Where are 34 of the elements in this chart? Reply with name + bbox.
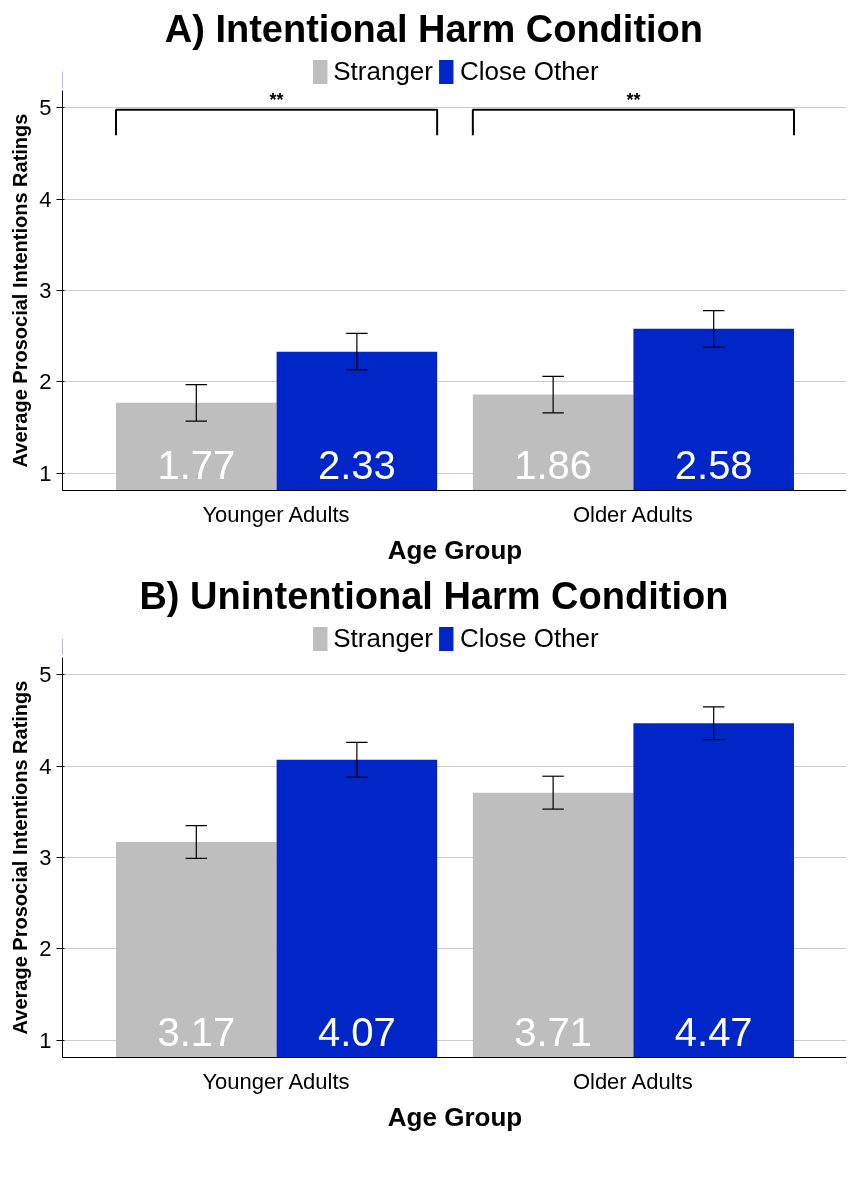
x-tick-label: Younger Adults <box>202 1068 350 1094</box>
chart-title: B) Unintentional Harm Condition <box>139 574 729 617</box>
data-label: 1.77 <box>157 442 236 487</box>
data-label: 2.58 <box>674 442 753 487</box>
y-tick-label: 2 <box>39 936 52 962</box>
x-axis-title: Age Group <box>387 1101 523 1132</box>
annotation: ** <box>626 89 641 110</box>
y-tick-label: 3 <box>39 845 52 870</box>
y-axis-title: Average Prosocial Intentions Ratings <box>9 113 32 468</box>
y-tick-label: 3 <box>39 278 52 303</box>
chart-title: A) Intentional Harm Condition <box>164 7 704 50</box>
legend-label: Close Other <box>460 55 599 87</box>
legend-label: Stranger <box>333 55 433 87</box>
data-label: 3.71 <box>514 1009 593 1054</box>
legend-label: Close Other <box>460 622 599 654</box>
y-tick-label: 4 <box>39 753 52 779</box>
data-label: 3.17 <box>157 1009 236 1054</box>
y-tick-label: 1 <box>39 1027 52 1053</box>
y-tick-label: 5 <box>39 95 52 121</box>
data-label: 4.47 <box>674 1009 753 1054</box>
y-tick-label: 1 <box>39 460 52 486</box>
legend-label: Stranger <box>333 622 433 654</box>
x-tick-label: Older Adults <box>572 501 693 527</box>
y-tick-label: 5 <box>39 662 52 688</box>
data-label: 4.07 <box>317 1009 396 1054</box>
x-tick-label: Younger Adults <box>202 501 350 527</box>
annotation: ** <box>269 89 284 110</box>
x-tick-label: Older Adults <box>572 1068 693 1094</box>
x-axis-title: Age Group <box>387 534 523 565</box>
data-label: 1.86 <box>514 442 593 487</box>
y-axis-title: Average Prosocial Intentions Ratings <box>9 680 32 1035</box>
y-tick-label: 4 <box>39 186 52 212</box>
data-label: 2.33 <box>317 442 396 487</box>
y-tick-label: 2 <box>39 369 52 395</box>
